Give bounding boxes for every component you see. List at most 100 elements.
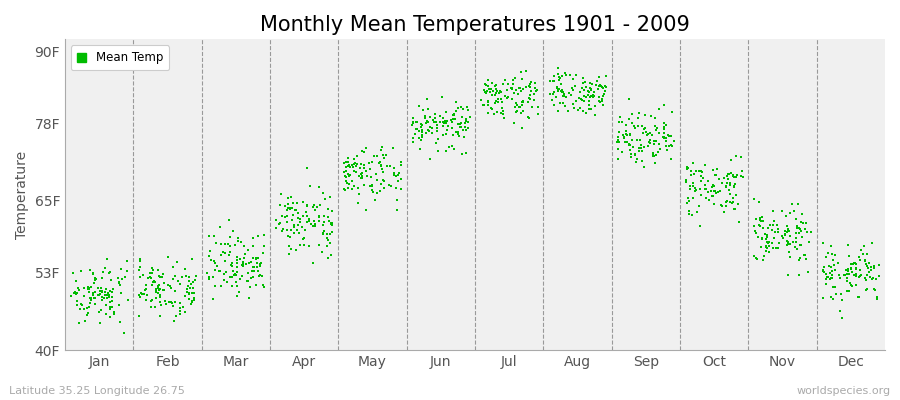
Point [531, 104, 545, 110]
Point [166, 318, 181, 324]
Point [179, 286, 194, 292]
Point [86, 290, 100, 296]
Point [698, 186, 713, 192]
Point [599, 73, 614, 80]
Point [247, 243, 261, 249]
Point [682, 207, 697, 214]
Point [847, 272, 861, 278]
Point [230, 257, 244, 263]
Point [479, 82, 493, 88]
Point [277, 214, 292, 220]
Point [732, 219, 746, 225]
Point [223, 243, 238, 249]
Point [516, 86, 530, 93]
Point [513, 85, 527, 91]
Point [598, 82, 612, 89]
Point [484, 106, 499, 112]
Point [70, 298, 85, 305]
Point [458, 124, 473, 130]
Point [94, 288, 109, 294]
Point [859, 287, 873, 293]
Point [347, 161, 362, 168]
Point [185, 256, 200, 263]
Point [798, 256, 813, 263]
Point [230, 238, 245, 244]
Point [829, 291, 843, 297]
Point [616, 135, 631, 141]
Point [94, 307, 108, 314]
Point [588, 103, 602, 110]
Point [508, 108, 523, 115]
Point [588, 112, 602, 118]
Point [574, 97, 589, 104]
Point [338, 173, 352, 180]
Point [249, 256, 264, 262]
Point [293, 242, 308, 248]
Point [173, 310, 187, 317]
Point [158, 298, 172, 304]
Point [308, 207, 322, 213]
Point [82, 288, 96, 295]
Point [558, 102, 572, 109]
Point [622, 140, 636, 147]
Point [352, 191, 366, 198]
Point [248, 256, 263, 262]
Point [441, 144, 455, 150]
Point [274, 191, 288, 197]
Point [657, 126, 671, 132]
Point [577, 98, 591, 104]
Point [187, 276, 202, 283]
Point [552, 86, 566, 92]
Point [414, 137, 428, 143]
Point [476, 102, 491, 108]
Point [523, 84, 537, 91]
Point [453, 121, 467, 127]
Point [166, 276, 180, 282]
Point [139, 296, 153, 303]
Point [652, 106, 666, 112]
Point [307, 218, 321, 224]
Point [765, 226, 779, 233]
Point [611, 119, 625, 126]
Point [648, 114, 662, 121]
Point [337, 159, 351, 166]
Point [657, 134, 671, 140]
Point [221, 217, 236, 224]
Point [132, 274, 147, 280]
Point [304, 220, 319, 227]
Point [69, 290, 84, 296]
Point [860, 263, 875, 269]
Point [802, 238, 816, 245]
Point [681, 165, 696, 171]
Point [354, 161, 368, 167]
Point [412, 135, 427, 141]
Point [449, 129, 464, 135]
Point [615, 149, 629, 155]
Point [216, 277, 230, 284]
Point [827, 251, 842, 258]
Point [285, 205, 300, 212]
Point [93, 320, 107, 326]
Point [120, 268, 134, 274]
Point [143, 274, 157, 280]
Point [686, 180, 700, 186]
Point [287, 224, 302, 230]
Point [246, 235, 260, 242]
Point [508, 104, 523, 110]
Point [579, 94, 593, 100]
Point [461, 125, 475, 131]
Point [390, 207, 404, 213]
Point [210, 262, 224, 269]
Point [849, 266, 863, 272]
Point [377, 154, 392, 161]
Point [94, 285, 108, 292]
Point [325, 222, 339, 228]
Point [116, 330, 130, 336]
Point [565, 76, 580, 82]
Point [778, 228, 792, 234]
Point [771, 226, 786, 233]
Point [218, 258, 232, 265]
Point [497, 115, 511, 122]
Point [648, 160, 662, 166]
Point [150, 282, 165, 289]
